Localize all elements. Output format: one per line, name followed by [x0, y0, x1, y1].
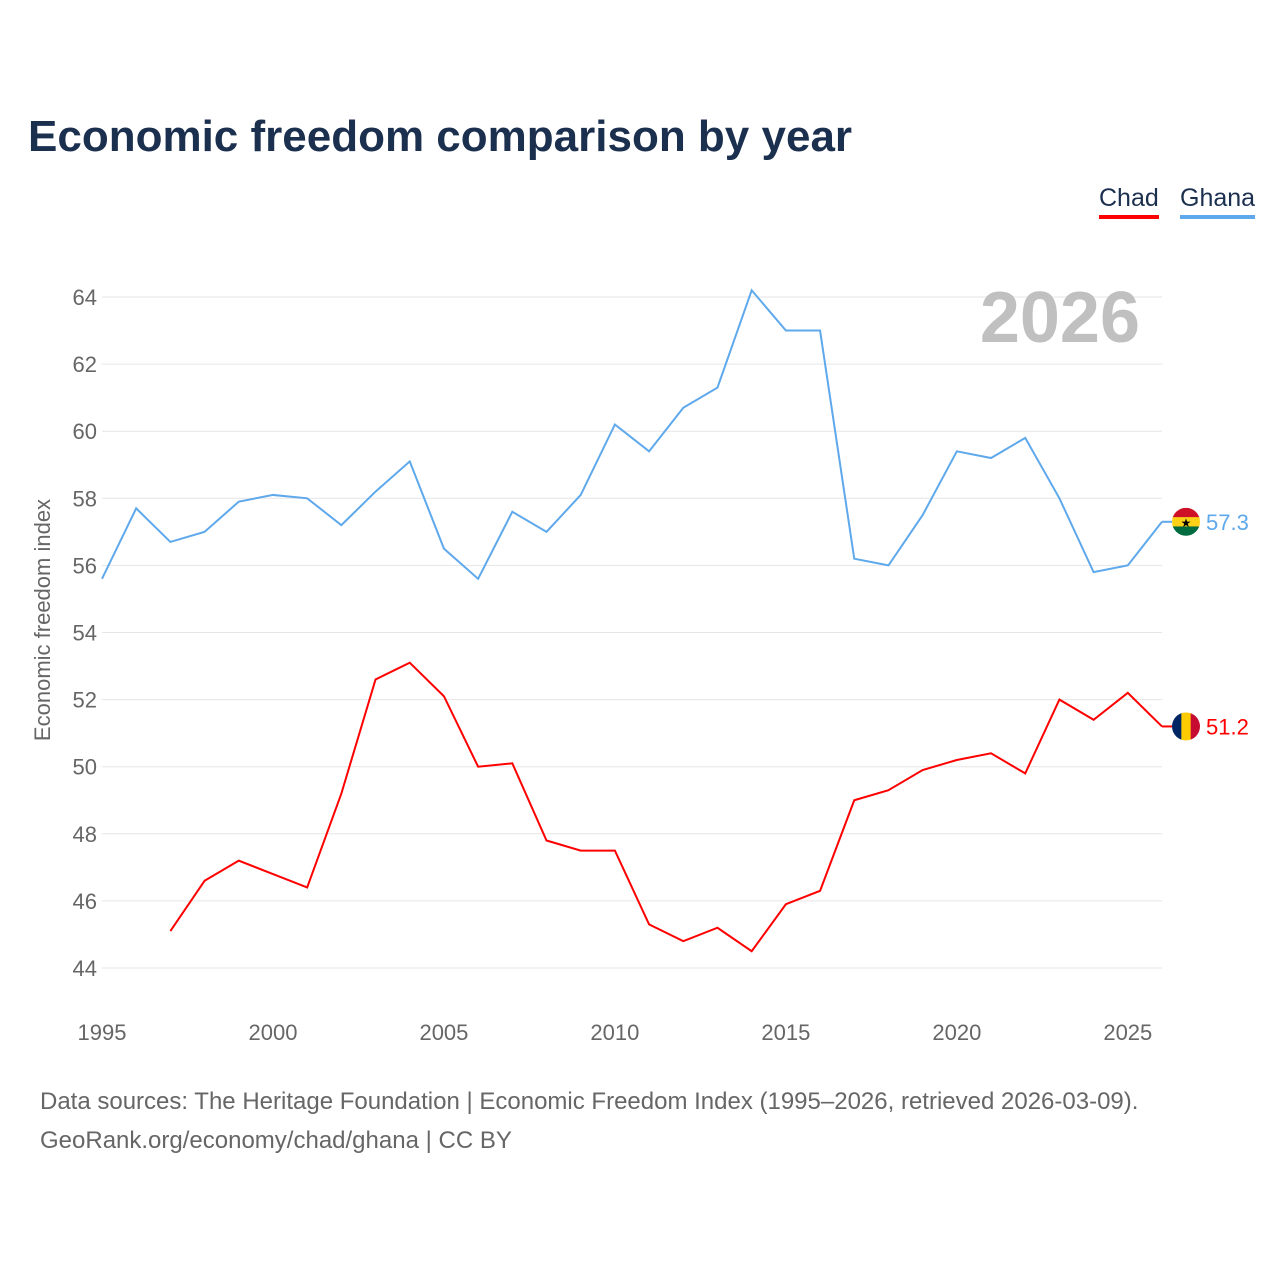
x-tick-label: 2020 — [932, 1020, 981, 1045]
data-point — [749, 949, 754, 954]
data-point — [647, 449, 652, 454]
data-point — [510, 761, 515, 766]
legend-chad[interactable]: Chad — [1099, 184, 1159, 219]
data-point — [886, 788, 891, 793]
footer-credit: GeoRank.org/economy/chad/ghana | CC BY — [40, 1127, 512, 1154]
data-point — [305, 496, 310, 501]
data-point — [544, 529, 549, 534]
data-point — [852, 798, 857, 803]
data-point — [168, 929, 173, 934]
data-point — [647, 922, 652, 927]
x-tick-label: 2015 — [761, 1020, 810, 1045]
data-point — [612, 848, 617, 853]
footer-sources: Data sources: The Heritage Foundation | … — [40, 1088, 1139, 1115]
data-point — [476, 576, 481, 581]
data-point — [681, 405, 686, 410]
data-point — [578, 848, 583, 853]
data-point — [1125, 563, 1130, 568]
data-point — [202, 878, 207, 883]
y-tick-label: 44 — [73, 956, 97, 981]
data-point — [1057, 496, 1062, 501]
end-value-label-chad: 51.2 — [1206, 714, 1249, 739]
data-point — [202, 529, 207, 534]
data-point — [373, 677, 378, 682]
end-value-label-ghana: 57.3 — [1206, 510, 1249, 535]
y-tick-label: 48 — [73, 822, 97, 847]
data-point — [1023, 771, 1028, 776]
data-point — [134, 506, 139, 511]
data-point — [168, 539, 173, 544]
data-point — [1125, 690, 1130, 695]
data-point — [544, 838, 549, 843]
y-tick-label: 58 — [73, 486, 97, 511]
data-point — [1091, 570, 1096, 575]
data-point — [1023, 435, 1028, 440]
data-point — [920, 768, 925, 773]
data-point — [441, 694, 446, 699]
y-tick-label: 60 — [73, 419, 97, 444]
data-point — [339, 791, 344, 796]
data-point — [749, 288, 754, 293]
data-point — [681, 939, 686, 944]
y-tick-label: 46 — [73, 889, 97, 914]
data-point — [305, 885, 310, 890]
data-point — [612, 422, 617, 427]
chart-title: Economic freedom comparison by year — [28, 112, 853, 161]
y-tick-label: 54 — [73, 621, 97, 646]
data-point — [1091, 717, 1096, 722]
data-point — [407, 459, 412, 464]
data-point — [236, 858, 241, 863]
data-point — [715, 385, 720, 390]
y-tick-label: 64 — [73, 285, 97, 310]
series-line-ghana — [101, 288, 1163, 581]
data-point — [476, 764, 481, 769]
y-tick-label: 62 — [73, 352, 97, 377]
data-point — [954, 449, 959, 454]
x-tick-label: 2010 — [590, 1020, 639, 1045]
data-point — [886, 563, 891, 568]
ghana-flag-icon: ★ — [1172, 507, 1200, 536]
data-point — [1057, 697, 1062, 702]
data-point — [920, 513, 925, 518]
data-point — [715, 925, 720, 930]
data-point — [783, 328, 788, 333]
data-point — [954, 757, 959, 762]
data-point — [989, 751, 994, 756]
data-point — [578, 492, 583, 497]
data-point — [270, 872, 275, 877]
series-line-chad — [169, 661, 1163, 953]
y-tick-label: 52 — [73, 688, 97, 713]
data-point — [989, 456, 994, 461]
data-point — [852, 556, 857, 561]
year-watermark: 2026 — [980, 278, 1140, 358]
data-point — [270, 492, 275, 497]
x-tick-label: 2000 — [248, 1020, 297, 1045]
data-point — [339, 523, 344, 528]
y-tick-label: 56 — [73, 553, 97, 578]
x-tick-label: 2005 — [419, 1020, 468, 1045]
data-point — [510, 509, 515, 514]
chad-flag-icon — [1172, 712, 1200, 741]
svg-text:★: ★ — [1181, 516, 1192, 530]
data-point — [100, 576, 105, 581]
data-point — [783, 902, 788, 907]
data-point — [373, 489, 378, 494]
data-point — [818, 888, 823, 893]
legend-ghana[interactable]: Ghana — [1180, 184, 1256, 219]
x-tick-label: 2025 — [1103, 1020, 1152, 1045]
x-tick-label: 1995 — [78, 1020, 127, 1045]
y-tick-label: 50 — [73, 755, 97, 780]
y-axis-label: Economic freedom index — [30, 499, 55, 741]
data-point — [407, 660, 412, 665]
data-point — [236, 499, 241, 504]
data-point — [818, 328, 823, 333]
data-point — [441, 546, 446, 551]
